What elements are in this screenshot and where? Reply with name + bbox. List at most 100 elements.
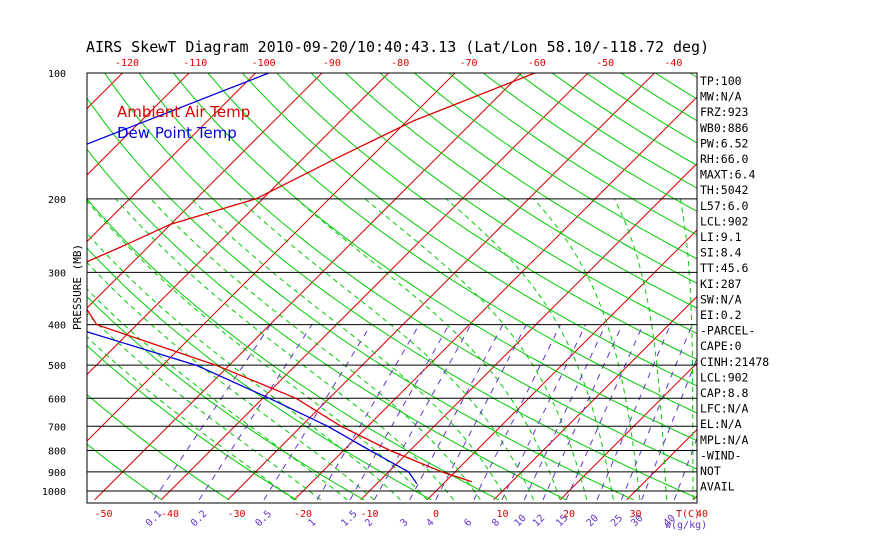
top-tick-label: -50 — [596, 58, 614, 69]
dry-adiabat-line — [87, 443, 162, 501]
mixing-ratio-line — [198, 324, 313, 501]
mixing-ratio-line — [263, 324, 372, 501]
mixing-ratio-line — [501, 324, 587, 501]
isobar-lines — [87, 198, 697, 492]
pressure-tick-label: 800 — [48, 446, 66, 457]
moist-adiabat-line — [87, 288, 348, 501]
moist-adiabat-line — [445, 198, 614, 500]
bottom-tick-label: 10 — [496, 509, 508, 520]
index-line: EL:N/A — [700, 417, 742, 431]
dry-adiabat-line — [207, 73, 697, 414]
index-line: LFC:N/A — [700, 402, 749, 416]
dry-adiabat-line — [793, 73, 870, 500]
dry-adiabat-line — [414, 73, 697, 260]
pressure-tick-label: 300 — [48, 268, 66, 279]
isotherm-line — [360, 162, 697, 501]
pressure-tick-label: 600 — [48, 394, 66, 405]
top-tick-label: -110 — [183, 58, 207, 69]
top-tick-label: -120 — [115, 58, 139, 69]
index-line: FRZ:923 — [700, 105, 749, 119]
mixing-ratio-line — [473, 324, 561, 501]
mixing-ratio-tick-label: 0.2 — [189, 509, 210, 530]
bottom-tick-label: -20 — [294, 509, 312, 520]
mixing-ratio-line — [542, 324, 623, 501]
dry-adiabat-line — [276, 73, 697, 361]
dry-adiabat-line — [173, 73, 697, 442]
legend-entry: Dew Point Temp — [117, 124, 237, 142]
top-temperature-axis: -120 -110 -100 -90 -80 -70 -60 -50 -40 — [115, 58, 682, 69]
moist-adiabat-line — [115, 198, 455, 501]
mixing-ratio-line — [435, 324, 527, 501]
bottom-tick-label: -50 — [94, 509, 112, 520]
isotherm-line — [227, 73, 656, 501]
isotherm-line — [0, 64, 65, 500]
dry-adiabat-line — [517, 73, 697, 189]
bottom-tick-label: -10 — [360, 509, 378, 520]
index-line: TP:100 — [700, 74, 742, 88]
isotherm-line — [87, 73, 323, 309]
moist-adiabat-line — [238, 198, 534, 501]
dry-adiabat-line — [87, 344, 297, 501]
mixing-ratio-unit-label: w(g/kg) — [665, 520, 707, 531]
index-line: EI:0.2 — [700, 308, 742, 322]
index-line: LI:9.1 — [700, 230, 742, 244]
dry-adiabat-line — [87, 148, 567, 501]
mixing-ratio-line — [349, 324, 450, 501]
mixing-ratio-line — [620, 324, 693, 501]
isotherm-line — [826, 64, 870, 500]
dry-adiabat-line — [87, 198, 500, 501]
index-line: SI:8.4 — [700, 246, 742, 260]
bottom-tick-label: 40 — [696, 509, 708, 520]
dry-adiabat-line — [138, 73, 697, 470]
mixing-ratio-tick-label: 12 — [531, 513, 547, 529]
index-line: RH:66.0 — [700, 152, 749, 166]
isotherm-line — [87, 73, 390, 376]
index-line: MPL:N/A — [700, 433, 749, 447]
chart-title: AIRS SkewT Diagram 2010-09-20/10:40:43.1… — [86, 38, 709, 56]
bottom-tick-label: 20 — [563, 509, 575, 520]
dry-adiabat-line — [241, 73, 697, 387]
top-tick-label: -100 — [252, 58, 276, 69]
mixing-ratio-line — [373, 324, 472, 501]
dry-adiabat-line — [448, 73, 697, 236]
dry-adiabat-line — [827, 73, 870, 500]
index-line: MAXT:6.4 — [700, 168, 755, 182]
bottom-tick-label: -30 — [227, 509, 245, 520]
chart-traces — [87, 73, 536, 484]
mixing-ratio-tick-label: 1 — [306, 517, 318, 529]
mixing-ratio-line — [596, 324, 671, 501]
moist-adiabat-line — [150, 198, 481, 501]
top-tick-label: -70 — [459, 58, 477, 69]
top-tick-label: -60 — [528, 58, 546, 69]
pressure-tick-label: 1000 — [42, 487, 66, 498]
index-line: CAP:8.8 — [700, 386, 749, 400]
index-line: WB0:886 — [700, 121, 749, 135]
isotherm-line — [760, 64, 870, 500]
dry-adiabat-line — [87, 393, 230, 501]
moist-adiabat-line — [190, 198, 508, 501]
bottom-tick-label: -40 — [161, 509, 179, 520]
pressure-tick-label: 700 — [48, 422, 66, 433]
index-line: MW:N/A — [700, 90, 742, 104]
moist-adiabat-line — [87, 261, 375, 501]
dry-adiabat-line — [104, 73, 697, 499]
index-line: PW:6.52 — [700, 136, 748, 150]
plot-frame — [86, 72, 698, 504]
dry-adiabat-line — [310, 73, 697, 335]
dry-adiabat-line — [345, 73, 697, 309]
top-tick-label: -40 — [664, 58, 682, 69]
isotherm-line — [87, 73, 257, 243]
pressure-tick-label: 900 — [48, 468, 66, 479]
dry-adiabat-line — [87, 97, 634, 501]
moist-adiabat-line — [87, 312, 322, 501]
moist-adiabat-line — [613, 198, 667, 500]
bottom-temperature-axis: -50 -40 -30 -20 -10 0 10 20 30 40T(C) — [94, 509, 708, 520]
top-tick-label: -80 — [391, 58, 409, 69]
index-line: -PARCEL- — [700, 324, 755, 338]
mixing-ratio-tick-label: 1.5 — [339, 509, 360, 530]
mixing-ratio-tick-label: 3 — [399, 517, 411, 529]
ambient-temp-trace — [87, 73, 536, 483]
pressure-tick-label: 400 — [48, 321, 66, 332]
isotherm-line — [87, 73, 190, 176]
